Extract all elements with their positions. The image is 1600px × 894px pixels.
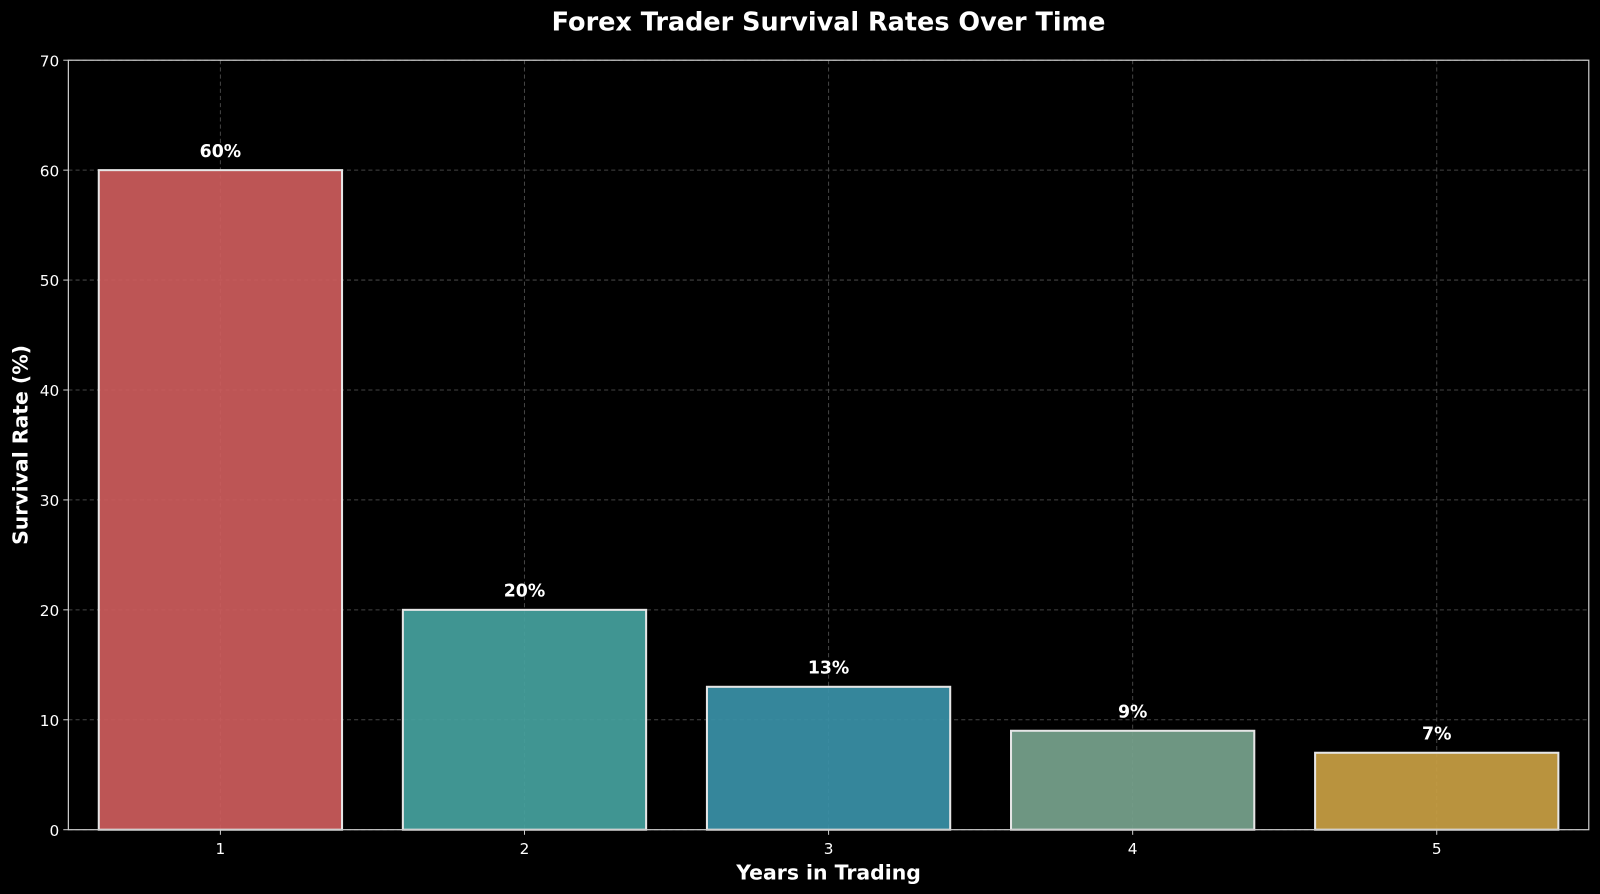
x-tick-label: 3 [824, 840, 834, 858]
chart-title: Forex Trader Survival Rates Over Time [552, 8, 1106, 38]
y-tick-label: 60 [40, 162, 59, 180]
x-axis-label: Years in Trading [735, 861, 921, 885]
x-tick-label: 2 [520, 840, 530, 858]
x-tick-label: 5 [1432, 840, 1442, 858]
y-tick-label: 20 [40, 602, 59, 620]
data-label: 7% [1422, 724, 1451, 744]
y-tick-label: 10 [40, 712, 59, 730]
data-label: 13% [808, 659, 849, 679]
data-label: 9% [1118, 703, 1147, 723]
bars: 60% 20% 13% 9% 7% [97, 142, 1560, 831]
bar [1314, 751, 1560, 831]
bar [1009, 729, 1256, 831]
y-tick-label: 30 [40, 492, 59, 510]
axes: 0 10 20 30 40 50 60 70 1 2 3 4 5 [40, 52, 1590, 858]
y-tick-label: 40 [40, 382, 59, 400]
data-label: 60% [200, 142, 241, 162]
y-tick-label: 0 [49, 822, 59, 840]
bar [401, 608, 648, 831]
y-tick-label: 70 [40, 52, 59, 70]
x-tick-label: 4 [1128, 840, 1138, 858]
y-tick-label: 50 [40, 272, 59, 290]
x-tick-label: 1 [216, 840, 226, 858]
plot-frame [67, 59, 1590, 831]
y-axis-label: Survival Rate (%) [9, 345, 33, 545]
data-label: 20% [504, 582, 545, 602]
bar [705, 685, 952, 831]
bar [97, 169, 344, 831]
